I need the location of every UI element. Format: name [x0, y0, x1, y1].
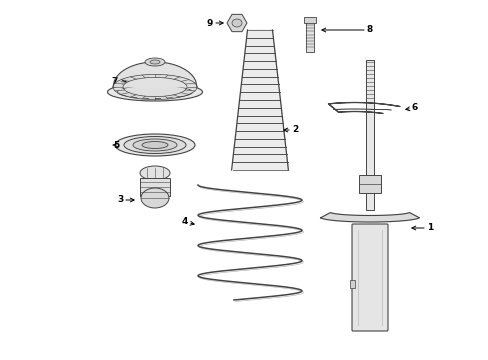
Polygon shape — [245, 38, 274, 46]
Polygon shape — [113, 85, 123, 87]
Polygon shape — [242, 69, 277, 77]
Polygon shape — [148, 96, 155, 100]
Ellipse shape — [124, 136, 185, 153]
Polygon shape — [237, 108, 282, 116]
Polygon shape — [177, 93, 188, 96]
Polygon shape — [181, 80, 192, 83]
Polygon shape — [236, 123, 284, 131]
Polygon shape — [244, 53, 275, 61]
Polygon shape — [233, 147, 286, 154]
Polygon shape — [169, 95, 179, 98]
Text: 2: 2 — [283, 126, 298, 135]
Polygon shape — [328, 103, 399, 113]
Text: 1: 1 — [411, 224, 432, 233]
Ellipse shape — [150, 60, 160, 64]
Polygon shape — [173, 77, 184, 80]
Text: 8: 8 — [321, 26, 372, 35]
Polygon shape — [164, 75, 174, 78]
Polygon shape — [238, 100, 281, 108]
Polygon shape — [320, 212, 419, 222]
Polygon shape — [117, 91, 129, 94]
Polygon shape — [246, 30, 273, 38]
Bar — [358, 175, 380, 193]
Polygon shape — [243, 61, 276, 69]
Ellipse shape — [140, 166, 170, 180]
Polygon shape — [183, 90, 195, 93]
Polygon shape — [240, 85, 279, 92]
Ellipse shape — [117, 85, 192, 99]
Bar — [349, 280, 354, 288]
Text: 6: 6 — [405, 104, 417, 112]
Text: 4: 4 — [182, 217, 194, 226]
Ellipse shape — [231, 19, 242, 27]
FancyBboxPatch shape — [351, 224, 387, 331]
Polygon shape — [142, 75, 150, 78]
Polygon shape — [234, 139, 285, 147]
Ellipse shape — [107, 83, 202, 101]
Polygon shape — [232, 154, 287, 162]
Polygon shape — [241, 77, 278, 85]
Text: 5: 5 — [113, 140, 119, 149]
Polygon shape — [160, 96, 168, 99]
Polygon shape — [113, 89, 124, 91]
Polygon shape — [125, 94, 136, 97]
Polygon shape — [155, 75, 161, 77]
Polygon shape — [185, 83, 196, 85]
Text: 9: 9 — [206, 18, 223, 27]
Polygon shape — [130, 76, 140, 79]
Ellipse shape — [141, 188, 169, 208]
Polygon shape — [232, 162, 287, 170]
Polygon shape — [239, 92, 280, 100]
Polygon shape — [136, 95, 145, 99]
Ellipse shape — [142, 141, 168, 148]
Bar — [140, 178, 170, 196]
Text: 7: 7 — [112, 77, 126, 86]
Text: 3: 3 — [117, 195, 134, 204]
Ellipse shape — [133, 139, 177, 151]
Polygon shape — [186, 87, 197, 89]
Polygon shape — [236, 116, 283, 123]
Polygon shape — [235, 131, 285, 139]
Bar — [365, 60, 373, 210]
Polygon shape — [115, 81, 126, 84]
Ellipse shape — [145, 58, 164, 66]
Polygon shape — [121, 78, 132, 81]
Ellipse shape — [115, 134, 195, 156]
Polygon shape — [244, 46, 275, 53]
Bar — [304, 17, 315, 23]
Bar — [305, 22, 313, 52]
